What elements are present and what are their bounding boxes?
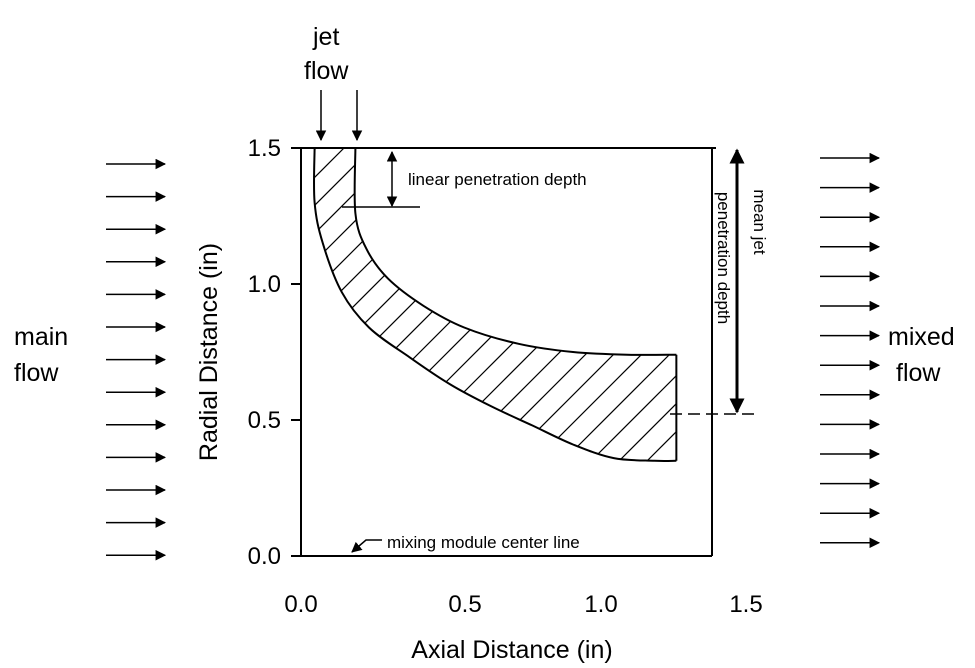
- main-flow-label-1: main: [14, 323, 68, 351]
- jet-mixing-region: [312, 147, 678, 463]
- mixed-flow-label-1: mixed: [888, 323, 955, 351]
- jet-flow-label-1: jet: [312, 23, 339, 51]
- main-flow-label-2: flow: [14, 359, 59, 387]
- y-tick-label: 1.0: [248, 271, 281, 298]
- x-axis-title: Axial Distance (in): [411, 636, 612, 664]
- mixed-flow-arrows: [820, 152, 881, 549]
- linear-penetration-label: linear penetration depth: [408, 170, 587, 189]
- outer-boundary-curve: [312, 147, 677, 463]
- hatch-lines: [313, 148, 677, 462]
- center-line-leader: [351, 539, 382, 553]
- y-tick-label: 1.5: [248, 135, 281, 162]
- jet-flow-label-2: flow: [304, 57, 349, 85]
- y-tick-label: 0.0: [248, 543, 281, 570]
- x-tick-label: 1.5: [729, 591, 762, 618]
- mixed-flow-label-2: flow: [896, 359, 941, 387]
- y-axis-title: Radial Distance (in): [195, 243, 223, 461]
- main-flow-arrows: [106, 158, 167, 561]
- y-tick-label: 0.5: [248, 407, 281, 434]
- center-line-label: mixing module center line: [387, 533, 580, 552]
- mean-penetration-label-2: penetration depth: [714, 192, 733, 324]
- x-tick-label: 0.5: [448, 591, 481, 618]
- mean-penetration-label-1: mean jet: [750, 189, 769, 254]
- x-tick-label: 0.0: [284, 591, 317, 618]
- inner-boundary-curve: [353, 147, 677, 356]
- y-tick-marks: [291, 147, 301, 557]
- x-tick-label: 1.0: [584, 591, 617, 618]
